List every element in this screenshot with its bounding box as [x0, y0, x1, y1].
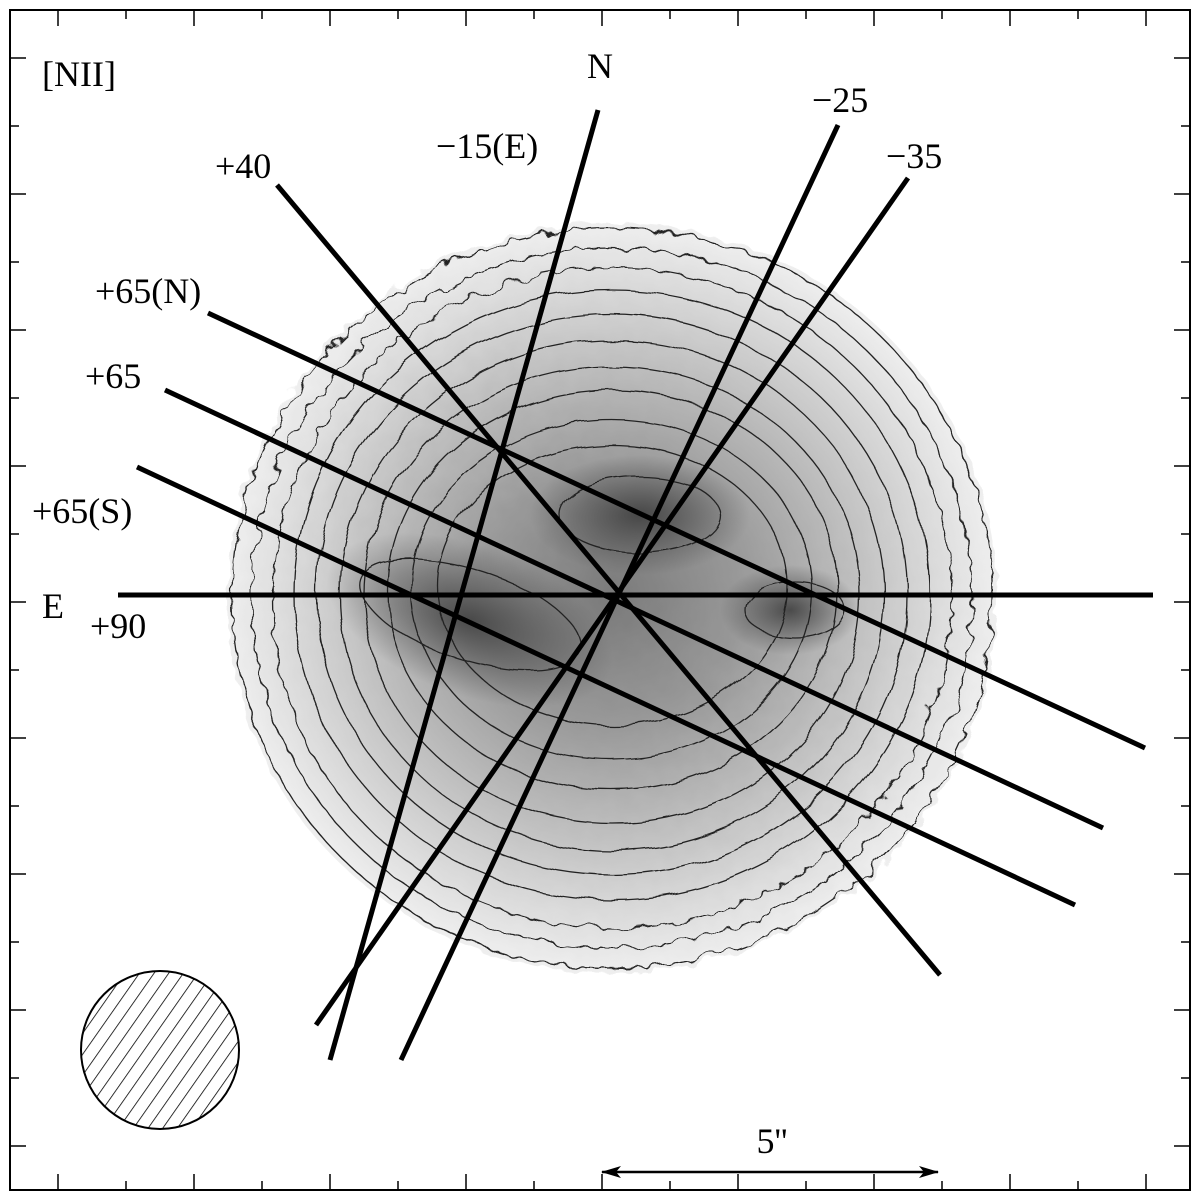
slit-line: [163, 387, 1105, 831]
slit-label: −15(E): [436, 126, 538, 166]
slit-label: −35: [886, 136, 942, 176]
slit-label: +90: [90, 606, 146, 646]
beam-circle: [80, 970, 240, 1130]
north-label: N: [587, 46, 613, 86]
slit-line: [275, 183, 942, 977]
frame-ticks: [10, 10, 1190, 1190]
scale-label: 5'': [757, 1121, 788, 1161]
slits: [118, 109, 1153, 1062]
slit-line: [313, 176, 911, 1027]
slit-line: [327, 109, 601, 1061]
slit-line: [206, 310, 1147, 751]
slit-label: +65(N): [95, 271, 201, 311]
slit-line: [135, 464, 1077, 908]
slit-label: −25: [812, 80, 868, 120]
title: [NII]: [42, 54, 116, 94]
east-label: E: [42, 586, 64, 626]
slit-label: +40: [215, 146, 271, 186]
slit-label: +65(S): [32, 491, 132, 531]
slit-label: +65: [85, 356, 141, 396]
